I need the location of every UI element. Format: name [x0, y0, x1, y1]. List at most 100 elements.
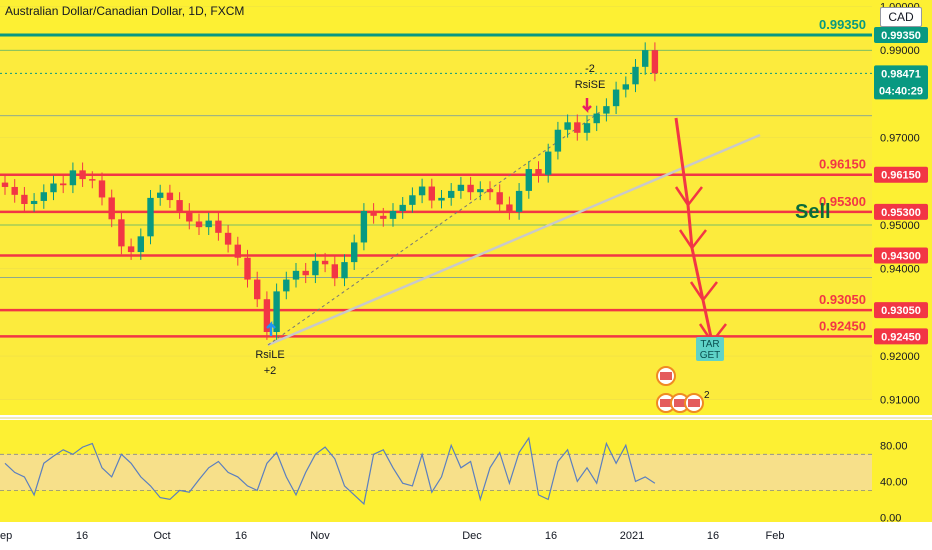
osc-y-tick-label: 80.00 [880, 440, 908, 452]
candle-body [457, 184, 465, 191]
event-count-badge: 2 [704, 390, 710, 401]
rsi-signal-top-label: RsiSE [575, 79, 606, 91]
candle-body [477, 189, 484, 193]
level-label: 0.99350 [819, 17, 866, 32]
time-axis-background [0, 522, 932, 550]
main-y-tick-label: 0.92000 [880, 351, 920, 363]
candle-body [157, 192, 164, 198]
x-tick-label: Feb [766, 530, 785, 542]
candle-body [515, 190, 523, 212]
level-price-tag-text: 0.93050 [881, 305, 921, 317]
level-price-tag [874, 302, 928, 319]
forecast-arrowhead [689, 281, 718, 303]
candle-body [370, 210, 377, 216]
last-price-tag [874, 65, 928, 100]
candle-body [40, 192, 47, 201]
candle-body [263, 299, 271, 332]
candle-body [632, 66, 639, 85]
candle-body [312, 260, 319, 276]
candle-body [574, 122, 581, 133]
candle-body [321, 260, 329, 265]
candle-body [438, 197, 445, 201]
candle-body [1, 182, 9, 187]
level-price-tag [874, 247, 928, 264]
candle-body [409, 195, 416, 205]
candle-body [331, 264, 338, 279]
osc-y-tick-label: 0.00 [880, 512, 901, 524]
candle-body [651, 50, 659, 74]
candle-body [525, 169, 532, 191]
level-price-tag-text: 0.95300 [881, 207, 921, 219]
candle-body [283, 279, 290, 292]
rsi-signal-bottom-label: RsiLE [255, 349, 284, 361]
candle-body [545, 151, 552, 175]
candle-body [622, 84, 629, 90]
rsi-sell-arrow-icon [582, 98, 592, 114]
level-price-tag [874, 26, 928, 43]
candle-body [486, 189, 494, 193]
candle-body [564, 122, 571, 130]
main-y-tick-label: 0.99000 [880, 45, 920, 57]
candle-body [418, 186, 426, 196]
level-price-tag-text: 0.99350 [881, 30, 921, 42]
trendline [267, 133, 761, 347]
level-price-tag [874, 203, 928, 220]
candle-body [195, 221, 203, 228]
candle-body [389, 210, 397, 219]
osc-band [0, 454, 872, 491]
candle-body [642, 50, 649, 67]
candle-body [273, 291, 280, 332]
candle-body [147, 197, 154, 237]
candle-body [254, 279, 261, 300]
x-tick-label: ep [0, 530, 12, 542]
candle-body [234, 244, 241, 258]
candle-body [583, 123, 591, 133]
rsi-signal-top-count: -2 [585, 63, 595, 75]
x-tick-label: 2021 [620, 530, 644, 542]
candle-body [467, 184, 474, 193]
ca-flag-icon-fill [660, 399, 672, 407]
main-y-tick-label: 0.95000 [880, 220, 920, 232]
candle-body [30, 200, 38, 205]
candle-body [360, 210, 368, 243]
candle-body [506, 204, 513, 212]
candle-body [448, 190, 455, 198]
main-y-tick-label: 0.97000 [880, 133, 920, 145]
level-price-tag [874, 328, 928, 345]
candle-body [535, 169, 542, 175]
target-label-line1: TAR [700, 339, 719, 350]
candle-body [302, 270, 309, 276]
candle-body [399, 204, 406, 211]
candle-body [137, 236, 144, 253]
candle-body [244, 257, 251, 280]
symbol-header: Australian Dollar/Canadian Dollar, 1D, F… [5, 4, 245, 18]
ca-flag-icon-fill [674, 399, 686, 407]
x-tick-label: 16 [545, 530, 557, 542]
level-label: 0.96150 [819, 157, 866, 172]
x-tick-label: 16 [76, 530, 88, 542]
candle-body [215, 220, 222, 233]
candle-body [205, 220, 212, 228]
x-tick-label: 16 [707, 530, 719, 542]
level-price-tag-text: 0.96150 [881, 170, 921, 182]
countdown-text: 04:40:29 [879, 85, 923, 97]
sell-label: Sell [795, 201, 831, 223]
candle-body [292, 270, 300, 280]
candle-body [224, 232, 232, 245]
candle-body [118, 219, 125, 247]
x-tick-label: Oct [153, 530, 170, 542]
candle-body [496, 192, 503, 205]
candle-body [79, 170, 86, 180]
x-tick-label: 16 [235, 530, 247, 542]
currency-button[interactable]: CAD [880, 7, 922, 27]
candle-body [186, 210, 193, 222]
last-price-text: 0.98471 [881, 68, 921, 80]
candle-body [554, 129, 562, 152]
candle-body [603, 106, 610, 114]
x-tick-label: Nov [310, 530, 330, 542]
candle-body [341, 262, 348, 279]
level-price-tag-text: 0.92450 [881, 331, 921, 343]
candle-body [593, 113, 600, 124]
candle-body [50, 183, 57, 193]
